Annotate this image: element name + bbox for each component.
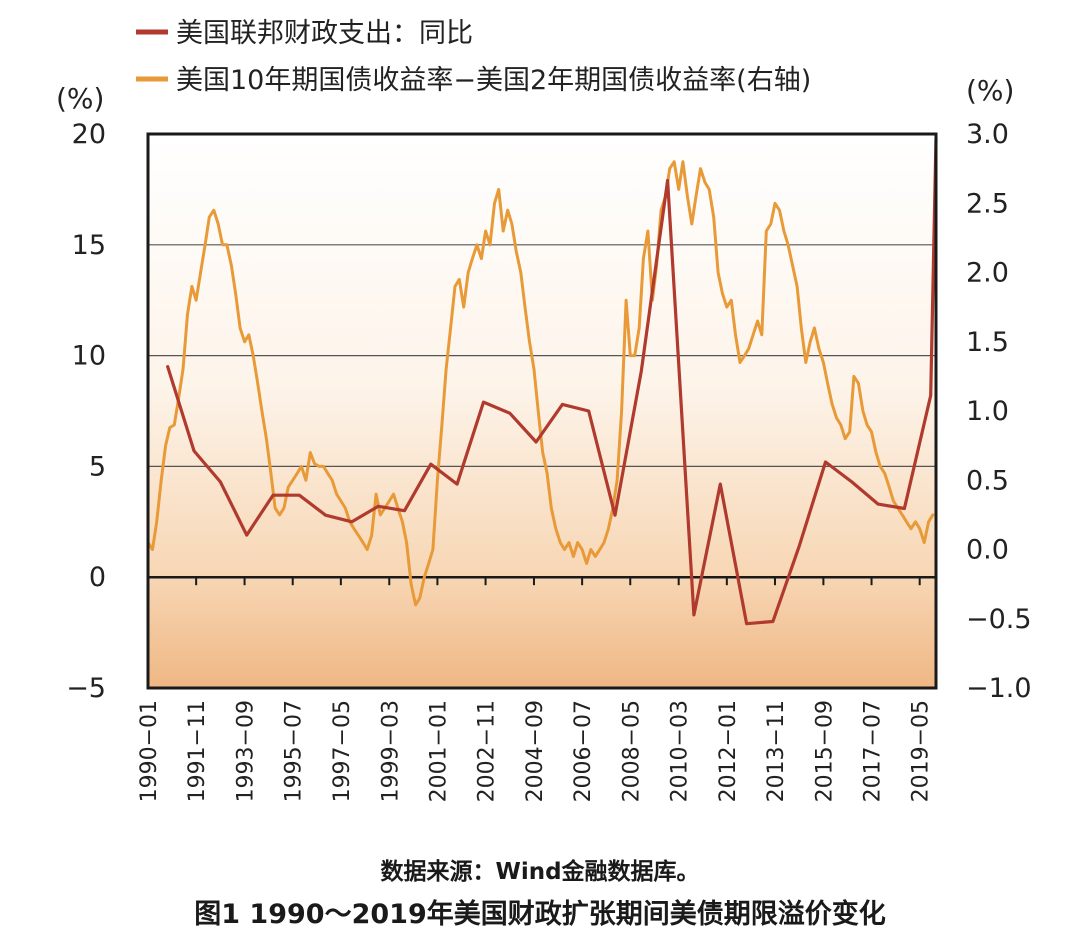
x-tick-label: 2010−03 — [668, 700, 693, 802]
left-axis-unit: (%) — [56, 82, 104, 115]
right-tick-label: 2.5 — [966, 188, 1009, 219]
right-tick-label: 0.5 — [966, 465, 1009, 496]
right-tick-label: −1.0 — [966, 673, 1032, 704]
x-tick-label: 1991−11 — [185, 700, 210, 802]
series-layer — [146, 136, 938, 626]
left-axis: 20 15 10 5 0 −5 — [66, 119, 106, 704]
right-axis: 3.0 2.5 2.0 1.5 1.0 0.5 0.0 −0.5 −1.0 — [966, 119, 1032, 704]
x-tick-label: 1999−03 — [378, 700, 403, 802]
x-tick-label: 2019−05 — [909, 700, 934, 802]
zero-line — [147, 575, 936, 586]
x-tick-label: 2015−09 — [812, 700, 837, 802]
x-tick-label: 2013−11 — [764, 700, 789, 802]
right-axis-unit: (%) — [966, 74, 1014, 107]
right-tick-label: 1.0 — [966, 396, 1009, 427]
right-tick-label: 2.0 — [966, 258, 1009, 289]
series-line-fiscal-spending — [166, 136, 938, 626]
x-tick-label: 2001−01 — [426, 700, 451, 802]
x-tick-label: 1997−05 — [330, 700, 355, 802]
left-tick-label: 15 — [72, 230, 106, 261]
plot-frame — [146, 132, 938, 690]
right-tick-label: −0.5 — [966, 604, 1032, 635]
legend: 美国联邦财政支出：同比 美国10年期国债收益率−美国2年期国债收益率(右轴) — [136, 18, 811, 96]
x-tick-label: 2004−09 — [523, 700, 548, 802]
x-tick-label: 1993−09 — [234, 700, 259, 802]
x-tick-label: 1990−01 — [137, 700, 162, 802]
x-tick-label: 2006−07 — [571, 700, 596, 802]
left-tick-label: 10 — [72, 341, 106, 372]
x-tick-label: 1995−07 — [282, 700, 307, 802]
left-tick-label: 5 — [89, 451, 106, 482]
source-note: 数据来源：Wind金融数据库。 — [380, 859, 700, 885]
legend-label-spread: 美国10年期国债收益率−美国2年期国债收益率(右轴) — [176, 65, 811, 96]
figure-title: 图1 1990～2019年美国财政扩张期间美债期限溢价变化 — [194, 899, 886, 930]
x-tick-label: 2012−01 — [716, 700, 741, 802]
plot-area — [148, 134, 936, 688]
left-tick-label: 20 — [72, 119, 106, 150]
x-tick-label: 2002−11 — [475, 700, 500, 802]
x-axis: 1990−01 1991−11 1993−09 1995−07 1997−05 1999−… — [137, 700, 934, 802]
x-tick-label: 2008−05 — [619, 700, 644, 802]
legend-label-fiscal: 美国联邦财政支出：同比 — [176, 18, 473, 49]
left-tick-label: −5 — [66, 673, 106, 704]
x-tick-label: 2017−07 — [861, 700, 886, 802]
right-tick-label: 1.5 — [966, 327, 1009, 358]
right-tick-label: 3.0 — [966, 119, 1009, 150]
left-tick-label: 0 — [89, 562, 106, 593]
series-line-yield-spread — [146, 160, 935, 607]
right-tick-label: 0.0 — [966, 535, 1009, 566]
